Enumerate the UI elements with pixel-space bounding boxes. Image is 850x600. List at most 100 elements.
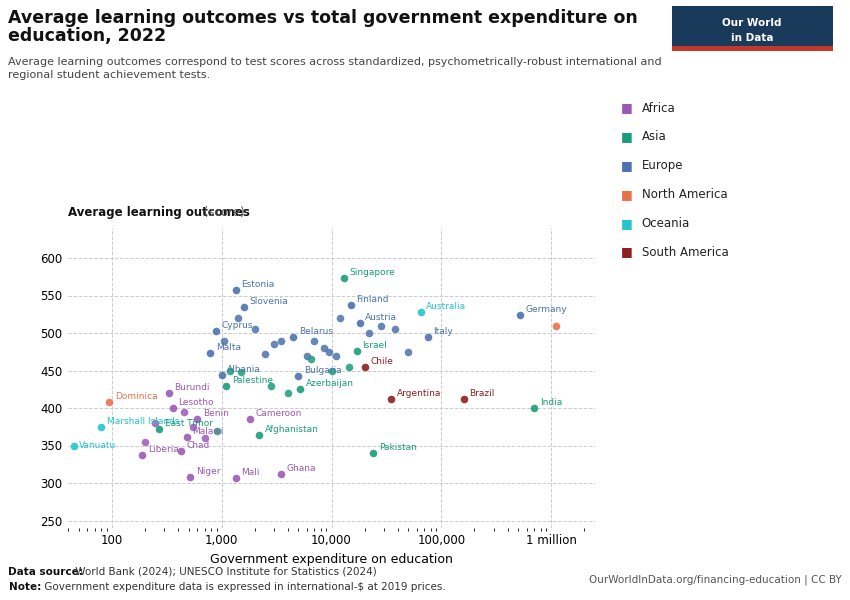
Point — [317, 343, 331, 353]
Point — [252, 430, 266, 440]
Point — [215, 370, 229, 380]
Text: East Timor: East Timor — [165, 419, 212, 428]
Text: Oceania: Oceania — [642, 217, 690, 230]
Point — [67, 440, 81, 450]
Text: Chile: Chile — [370, 357, 393, 366]
Point — [337, 272, 351, 282]
Text: ■: ■ — [620, 130, 632, 143]
Point — [152, 424, 166, 434]
Text: ■: ■ — [620, 101, 632, 115]
Point — [292, 371, 305, 380]
Point — [374, 320, 388, 330]
Text: Israel: Israel — [362, 341, 387, 350]
Text: Afghanistan: Afghanistan — [265, 425, 319, 434]
Text: Brazil: Brazil — [469, 389, 495, 398]
Text: ■: ■ — [620, 188, 632, 201]
Point — [333, 313, 347, 323]
Point — [186, 422, 200, 431]
Text: Ghana: Ghana — [287, 464, 316, 473]
Point — [243, 415, 257, 424]
Text: OurWorldInData.org/financing-education | CC BY: OurWorldInData.org/financing-education |… — [589, 575, 842, 586]
Text: Burundi: Burundi — [174, 383, 210, 392]
Text: ■: ■ — [620, 217, 632, 230]
Point — [275, 469, 288, 479]
Text: Cyprus: Cyprus — [221, 321, 252, 330]
Point — [180, 432, 194, 442]
Text: World Bank (2024); UNESCO Institute for Statistics (2024): World Bank (2024); UNESCO Institute for … — [72, 567, 377, 577]
Text: Europe: Europe — [642, 159, 683, 172]
Text: Singapore: Singapore — [349, 268, 395, 277]
Point — [209, 326, 223, 335]
Point — [366, 448, 380, 458]
Point — [325, 365, 338, 376]
Point — [528, 403, 541, 413]
Text: Cameroon: Cameroon — [255, 409, 302, 418]
Text: Vanuatu: Vanuatu — [79, 441, 116, 450]
Point — [304, 355, 318, 364]
Point — [174, 446, 188, 455]
Text: Malawi: Malawi — [192, 427, 224, 436]
Text: Lesotho: Lesotho — [178, 398, 214, 407]
Point — [230, 473, 243, 482]
Point — [177, 407, 190, 416]
Text: Pakistan: Pakistan — [379, 443, 416, 452]
Point — [300, 350, 314, 360]
Text: Our World: Our World — [722, 18, 782, 28]
Point — [308, 335, 321, 345]
Point — [264, 380, 278, 390]
Text: Finland: Finland — [356, 295, 389, 304]
Point — [94, 422, 108, 431]
Text: Government expenditure data is expressed in international-$ at 2019 prices.: Government expenditure data is expressed… — [41, 582, 445, 592]
Text: Bulgaria: Bulgaria — [304, 366, 342, 375]
Point — [231, 313, 245, 323]
Text: Benin: Benin — [203, 409, 229, 418]
Text: Australia: Australia — [427, 302, 467, 311]
Point — [421, 332, 434, 341]
Text: Marshall Islands: Marshall Islands — [106, 417, 179, 426]
Text: Azerbaijan: Azerbaijan — [306, 379, 354, 388]
Point — [198, 433, 212, 443]
Text: South America: South America — [642, 245, 728, 259]
Point — [457, 394, 471, 404]
Point — [248, 325, 262, 334]
Point — [281, 388, 295, 398]
Point — [384, 394, 398, 404]
Point — [353, 319, 366, 328]
Point — [230, 286, 243, 295]
Text: in Data: in Data — [731, 34, 774, 43]
Point — [549, 320, 563, 330]
Point — [190, 415, 204, 424]
Text: Note:: Note: — [8, 582, 41, 592]
Point — [344, 299, 358, 310]
Text: Average learning outcomes correspond to test scores across standardized, psychom: Average learning outcomes correspond to … — [8, 57, 662, 80]
Point — [401, 347, 415, 356]
Text: Mali: Mali — [241, 468, 260, 477]
Point — [237, 302, 251, 311]
Point — [217, 335, 230, 345]
Point — [149, 418, 162, 428]
Point — [184, 472, 197, 482]
Text: Argentina: Argentina — [397, 389, 441, 398]
Text: Africa: Africa — [642, 101, 676, 115]
Text: (score): (score) — [200, 206, 245, 219]
Text: Austria: Austria — [366, 313, 397, 322]
Bar — [672, 46, 833, 51]
Text: Malta: Malta — [216, 343, 241, 352]
Text: Italy: Italy — [434, 327, 453, 336]
Text: Average learning outcomes vs total government expenditure on: Average learning outcomes vs total gover… — [8, 9, 638, 27]
Point — [166, 403, 179, 413]
Text: Slovenia: Slovenia — [250, 297, 288, 306]
Point — [414, 307, 428, 317]
Text: Chad: Chad — [187, 441, 210, 450]
Point — [275, 335, 288, 345]
Text: Asia: Asia — [642, 130, 666, 143]
Point — [350, 346, 364, 356]
X-axis label: Government expenditure on education: Government expenditure on education — [210, 553, 453, 566]
Point — [329, 350, 343, 360]
Point — [286, 332, 300, 341]
Text: education, 2022: education, 2022 — [8, 27, 167, 45]
Point — [224, 365, 237, 376]
Point — [203, 349, 217, 358]
Point — [358, 362, 371, 371]
Point — [103, 397, 116, 407]
